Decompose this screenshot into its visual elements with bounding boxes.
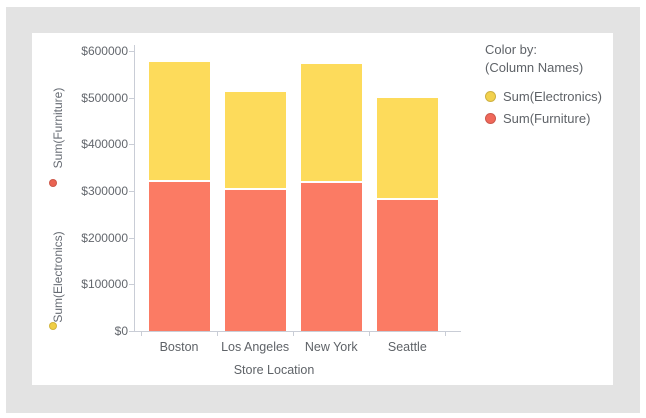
bar-los-angeles-electronics[interactable] [224,91,286,188]
legend-spacer [485,77,610,85]
y-tick-mark [129,331,134,332]
y-tick-label: $100000 [81,277,128,292]
legend-swatch-icon [485,112,496,124]
x-category-label-new-york: New York [304,340,358,354]
bar-boston-furniture[interactable] [148,181,210,331]
x-tick-mark [217,332,219,336]
y-tick-mark [129,190,134,192]
x-category-label-seattle: Seattle [387,340,427,354]
bar-seattle-electronics[interactable] [376,97,438,198]
y-tick-mark [129,284,134,286]
y-axis-measure-furniture[interactable]: Sum(Furniture) [40,78,74,193]
legend-title: Color by: [485,42,538,57]
legend-item-label: Sum(Electronics) [503,88,602,104]
y-tick-mark [129,237,134,239]
x-axis-title[interactable]: Store Location [233,363,315,377]
legend: Color by: (Column Names) Sum(Electronics… [485,41,610,129]
x-tick-mark [293,332,295,336]
y-tick-label: $500000 [81,90,128,105]
bar-seattle-furniture[interactable] [376,199,438,331]
y-tick-label: $400000 [81,137,128,152]
y-tick-label: $300000 [81,183,128,198]
legend-subtitle: (Column Names) [485,60,584,75]
x-tick-mark [369,332,371,336]
y-tick-label: $0 [114,324,128,338]
electronics-measure-dot-icon [49,322,57,330]
legend-item-sum-furniture[interactable]: Sum(Furniture) [485,107,610,129]
y-tick-mark [129,50,134,52]
furniture-measure-dot-icon [49,179,57,187]
y-tick-label: $200000 [81,230,128,245]
bar-new-york-furniture[interactable] [300,182,362,331]
x-tick-mark [141,332,142,336]
chart-card: Sum(Furniture) Sum(Electronics) $0 $10000… [32,33,613,385]
bar-new-york-electronics[interactable] [300,63,362,181]
legend-item-sum-electronics[interactable]: Sum(Electronics) [485,85,610,107]
x-axis-line [134,331,461,332]
y-tick-mark [129,97,134,99]
y-axis-line [134,45,135,332]
legend-swatch-icon [485,90,496,102]
x-category-label-los-angeles: Los Angeles [221,340,290,354]
bar-los-angeles-furniture[interactable] [224,189,286,331]
x-tick-mark [445,332,447,336]
y-axis-measure-electronics[interactable]: Sum(Electronics) [40,231,74,336]
y-tick-mark [129,144,134,146]
bar-boston-electronics[interactable] [148,62,210,180]
y-tick-label: $600000 [81,43,128,58]
legend-item-label: Sum(Furniture) [503,110,591,126]
x-category-label-boston: Boston [159,340,199,354]
